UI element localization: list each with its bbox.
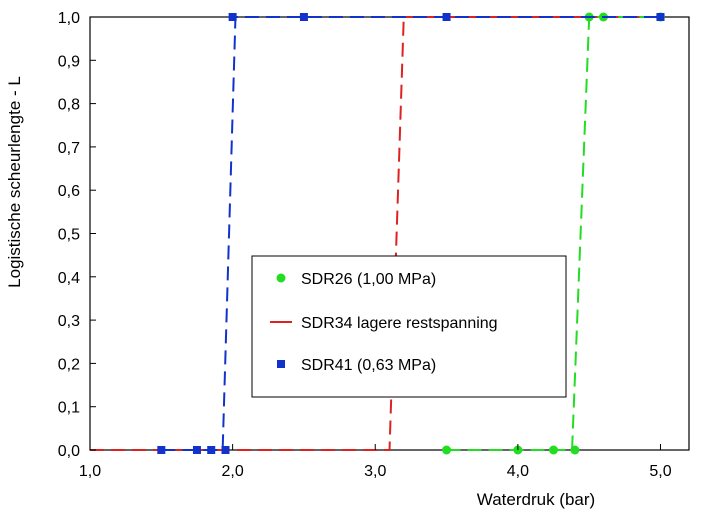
data-point-sdr41 xyxy=(228,13,237,21)
x-tick-label: 5,0 xyxy=(649,463,671,480)
legend-sdr41-marker xyxy=(277,360,285,368)
legend-sdr26-label: SDR26 (1,00 MPa) xyxy=(301,271,436,288)
data-point-sdr41 xyxy=(207,446,216,454)
legend-sdr34-label: SDR34 lagere restspanning xyxy=(301,315,498,332)
y-tick-label: 0,6 xyxy=(58,183,80,200)
y-tick-label: 0,1 xyxy=(58,400,80,417)
legend-box xyxy=(251,255,567,398)
data-point-sdr26 xyxy=(549,445,559,455)
y-tick-label: 0,0 xyxy=(58,443,80,460)
data-point-sdr26 xyxy=(570,445,580,455)
series-line-sdr41 xyxy=(161,16,661,451)
data-point-sdr41 xyxy=(299,13,308,21)
x-axis-title: Waterdruk (bar) xyxy=(477,490,595,509)
data-point-sdr41 xyxy=(442,13,451,21)
ticks-layer: 0,0 0,1 0,2 0,3 0,4 0,5 0,6 0,7 0,8 0,9 1,0 1,0 2,0 3… xyxy=(58,10,672,480)
y-axis-title: Logistische scheurlengte - L xyxy=(5,76,24,288)
data-point-sdr26 xyxy=(442,445,452,455)
x-tick-label: 1,0 xyxy=(79,463,101,480)
y-tick-label: 0,3 xyxy=(58,313,80,330)
y-tick-label: 0,9 xyxy=(58,53,80,70)
legend-sdr41-label: SDR41 (0,63 MPa) xyxy=(301,357,436,374)
data-point-sdr41 xyxy=(192,446,201,454)
data-point-sdr41 xyxy=(221,446,230,454)
y-tick-label: 0,8 xyxy=(58,97,80,114)
series-layer xyxy=(90,12,665,455)
legend-sdr26-marker xyxy=(276,273,286,283)
series-line-sdr34 xyxy=(90,16,664,451)
legend: SDR26 (1,00 MPa) SDR34 lagere restspanni… xyxy=(251,255,567,398)
y-tick-label: 0,2 xyxy=(58,356,80,373)
x-tick-label: 3,0 xyxy=(364,463,386,480)
y-tick-label: 0,5 xyxy=(58,227,80,244)
x-tick-label: 2,0 xyxy=(221,463,243,480)
data-point-sdr41 xyxy=(157,446,166,454)
y-tick-label: 0,4 xyxy=(58,270,80,287)
y-tick-label: 0,7 xyxy=(58,140,80,157)
x-tick-label: 4,0 xyxy=(507,463,529,480)
data-point-sdr41 xyxy=(656,13,665,21)
y-tick-label: 1,0 xyxy=(58,10,80,27)
